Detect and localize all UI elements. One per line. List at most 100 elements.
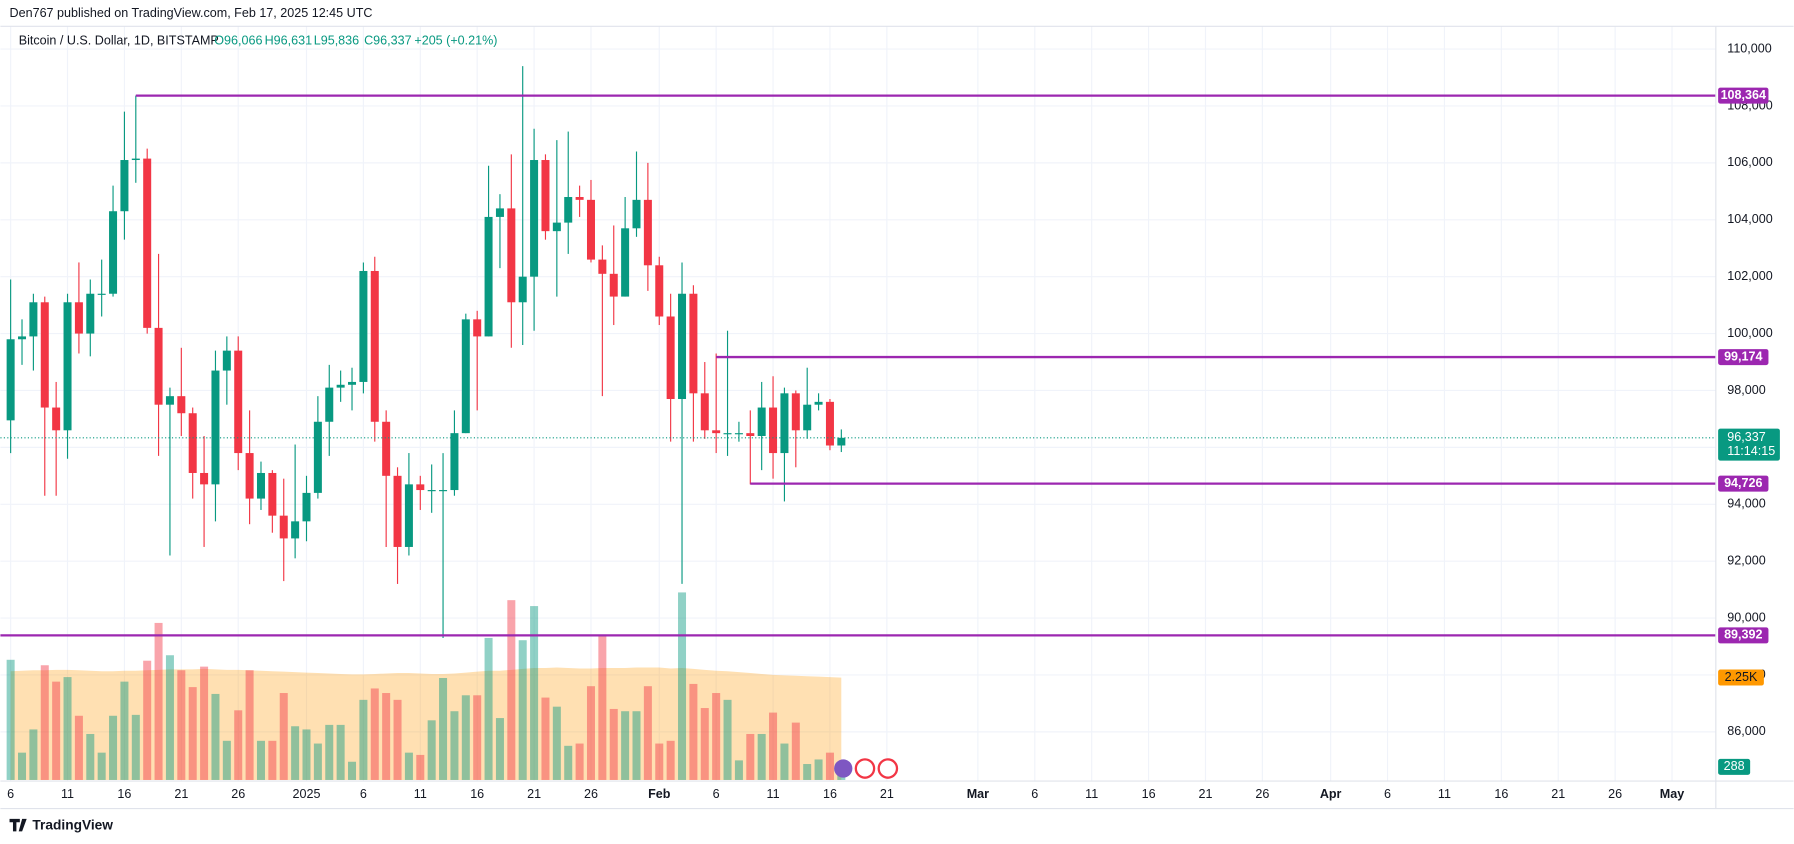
x-tick-label: Feb bbox=[648, 787, 671, 801]
candle-body bbox=[552, 222, 561, 232]
volume-bar bbox=[575, 743, 584, 780]
candle-body bbox=[439, 490, 448, 492]
x-tick-label: 6 bbox=[1384, 787, 1391, 801]
volume-bar bbox=[348, 761, 357, 780]
candle-body bbox=[393, 475, 402, 547]
candle-body bbox=[109, 211, 118, 294]
candle-body bbox=[348, 381, 357, 385]
candle-body bbox=[279, 515, 288, 539]
volume-bar bbox=[723, 699, 732, 780]
volume-bar bbox=[63, 677, 72, 780]
candle-body bbox=[700, 393, 709, 431]
volume-bar bbox=[245, 670, 254, 780]
x-tick-label: Mar bbox=[967, 787, 989, 801]
volume-bar bbox=[200, 666, 209, 780]
volume-bar bbox=[29, 729, 38, 780]
candle-body bbox=[245, 453, 254, 499]
volume-bar bbox=[143, 660, 152, 780]
candle-body bbox=[222, 350, 231, 371]
candle-body bbox=[256, 472, 265, 499]
candle-body bbox=[18, 336, 27, 340]
x-tick-label: 21 bbox=[1551, 787, 1565, 801]
y-tick-label: 110,000 bbox=[1727, 41, 1771, 55]
x-tick-label: 16 bbox=[823, 787, 837, 801]
candle-body bbox=[313, 421, 322, 493]
candle-body bbox=[404, 484, 413, 547]
volume-bar bbox=[666, 740, 675, 780]
grid: 86,00088,00090,00092,00094,00096,00098,0… bbox=[0, 26, 1773, 782]
volume-label-bg bbox=[1718, 758, 1751, 775]
x-tick-label: 11 bbox=[767, 787, 780, 801]
candle-body bbox=[143, 158, 152, 328]
x-tick-label: 2025 bbox=[293, 787, 321, 801]
candle-body bbox=[154, 327, 163, 405]
candle-body bbox=[359, 270, 368, 382]
candle-body bbox=[689, 293, 698, 394]
x-tick-label: 26 bbox=[1608, 787, 1622, 801]
volume-bar bbox=[302, 729, 311, 780]
y-tick-label: 92,000 bbox=[1727, 554, 1765, 568]
volume-bar bbox=[564, 745, 573, 780]
volume-bar bbox=[541, 697, 550, 780]
candle-body bbox=[507, 208, 516, 303]
x-tick-label: 16 bbox=[1142, 787, 1156, 801]
level-label-bg bbox=[1718, 87, 1769, 104]
x-tick-label: 6 bbox=[360, 787, 367, 801]
volume-bar bbox=[256, 740, 265, 780]
volume-bar bbox=[780, 743, 789, 780]
x-tick-label: 16 bbox=[1494, 787, 1508, 801]
candle-body bbox=[302, 492, 311, 522]
volume-bar bbox=[461, 695, 470, 780]
volume-bar bbox=[814, 759, 823, 780]
volume-bar bbox=[154, 622, 163, 780]
y-tick-label: 106,000 bbox=[1727, 155, 1772, 169]
level-label: 108,364 bbox=[1721, 88, 1766, 102]
legend-high: H96,631 bbox=[265, 33, 313, 47]
header: Den767 published on TradingView.com, Feb… bbox=[10, 6, 373, 20]
volume-ma-area bbox=[10, 667, 842, 780]
candle-body bbox=[746, 433, 755, 436]
volume-bar bbox=[678, 592, 687, 780]
volume-bar bbox=[632, 711, 641, 780]
volume-ma-label: 2.25K bbox=[1725, 670, 1758, 684]
volume-bar bbox=[586, 686, 595, 780]
countdown: 11:14:15 bbox=[1727, 444, 1775, 458]
y-tick-label: 90,000 bbox=[1727, 610, 1765, 624]
candle-body bbox=[643, 199, 652, 266]
volume-bar bbox=[621, 711, 630, 780]
candle-body bbox=[177, 396, 186, 414]
y-tick-label: 86,000 bbox=[1727, 724, 1765, 738]
volume-bar bbox=[382, 693, 391, 780]
candle-body bbox=[723, 433, 732, 435]
x-tick-label: 11 bbox=[414, 787, 427, 801]
volume-bar bbox=[188, 687, 197, 780]
candle-body bbox=[598, 259, 607, 274]
footer: TradingView bbox=[32, 817, 113, 832]
volume-bar bbox=[120, 681, 129, 780]
event-icons bbox=[834, 758, 899, 779]
candle-body bbox=[780, 393, 789, 454]
candle-body bbox=[769, 407, 778, 454]
candle-body bbox=[211, 370, 220, 485]
volume-bar bbox=[177, 670, 186, 780]
x-tick-label: 16 bbox=[470, 787, 484, 801]
candle-body bbox=[336, 384, 345, 388]
candle-body bbox=[734, 433, 743, 435]
candle-body bbox=[825, 401, 834, 446]
candle-body bbox=[461, 319, 470, 434]
candle-body bbox=[473, 319, 482, 337]
volume-bar bbox=[495, 718, 504, 780]
x-tick-label: 26 bbox=[1255, 787, 1269, 801]
volume-bar bbox=[131, 714, 140, 780]
candle-body bbox=[609, 273, 618, 297]
volume-bar bbox=[268, 740, 277, 780]
volume-bar bbox=[746, 733, 755, 780]
legend-close: C96,337 bbox=[364, 33, 412, 47]
volume-bar bbox=[325, 724, 334, 780]
candle-body bbox=[495, 208, 504, 217]
x-tick-label: 11 bbox=[1085, 787, 1098, 801]
volume-bar bbox=[825, 752, 834, 780]
candle-body bbox=[234, 350, 243, 454]
volume-bar bbox=[165, 655, 174, 780]
candle-body bbox=[791, 393, 800, 431]
